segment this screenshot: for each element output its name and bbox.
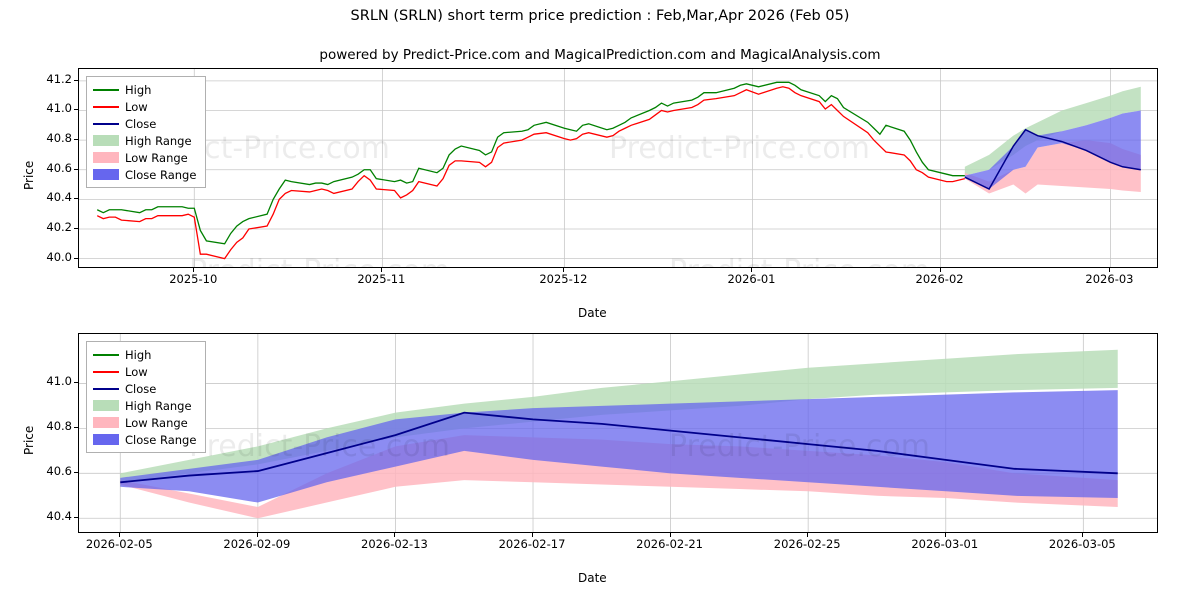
legend-swatch-low-range bbox=[93, 152, 119, 163]
legend-label-close-range: Close Range bbox=[125, 167, 197, 182]
x-tick-mark bbox=[532, 533, 533, 537]
x-tick-label: 2026-01 bbox=[727, 272, 776, 286]
x-tick-mark bbox=[381, 268, 383, 272]
x-tick-mark bbox=[193, 268, 195, 272]
legend-item-close-range: Close Range bbox=[93, 431, 199, 448]
x-tick-label: 2026-02 bbox=[915, 272, 964, 286]
legend-item-low: Low bbox=[93, 363, 199, 380]
page-subtitle: powered by Predict-Price.com and Magical… bbox=[319, 47, 881, 63]
y-tick-label: 41.0 bbox=[46, 374, 72, 389]
x-tick-label: 2025-12 bbox=[539, 272, 588, 286]
x-tick-mark bbox=[1082, 533, 1084, 537]
y-tick-mark bbox=[74, 382, 78, 384]
legend-swatch-close-range bbox=[93, 169, 119, 180]
x-tick-label: 2026-03-01 bbox=[911, 537, 979, 551]
x-tick-label: 2026-02-25 bbox=[773, 537, 841, 551]
legend-item-close: Close bbox=[93, 380, 199, 397]
y-tick-label: 40.6 bbox=[46, 464, 72, 479]
x-tick-mark bbox=[939, 268, 941, 272]
x-tick-label: 2026-02-13 bbox=[361, 537, 428, 551]
page-title: SRLN (SRLN) short term price prediction … bbox=[350, 8, 850, 24]
top-legend: High Low Close High Range Low Range Clos… bbox=[86, 76, 206, 188]
legend-label-low-range: Low Range bbox=[125, 415, 188, 430]
x-tick-label: 2026-02-21 bbox=[636, 537, 703, 551]
legend-label-close: Close bbox=[125, 381, 157, 396]
legend-label-high: High bbox=[125, 347, 152, 362]
x-tick-label: 2025-11 bbox=[357, 272, 406, 286]
legend-swatch-close bbox=[93, 383, 119, 394]
x-tick-mark bbox=[751, 268, 753, 272]
x-tick-label: 2025-10 bbox=[169, 272, 218, 286]
y-tick-label: 41.2 bbox=[46, 71, 72, 86]
y-tick-label: 40.2 bbox=[46, 220, 72, 234]
x-tick-mark bbox=[256, 533, 258, 537]
legend-item-low-range: Low Range bbox=[93, 149, 199, 166]
legend-item-high: High bbox=[93, 346, 199, 363]
y-tick-mark bbox=[74, 257, 78, 259]
legend-label-high-range: High Range bbox=[125, 398, 192, 413]
y-tick-label: 40.8 bbox=[46, 131, 72, 146]
legend-swatch-low-range bbox=[93, 417, 119, 428]
x-tick-label: 2026-02-09 bbox=[223, 537, 291, 551]
legend-item-close: Close bbox=[93, 115, 199, 132]
legend-swatch-high-range bbox=[93, 135, 119, 146]
x-tick-mark bbox=[807, 533, 809, 537]
legend-item-low: Low bbox=[93, 98, 199, 115]
x-tick-mark bbox=[1109, 268, 1111, 272]
legend-swatch-high bbox=[93, 84, 119, 95]
legend-label-close-range: Close Range bbox=[125, 432, 197, 447]
bottom-x-axis-label: Date bbox=[578, 571, 607, 585]
x-tick-label: 2026-03-05 bbox=[1048, 537, 1116, 551]
x-tick-mark bbox=[669, 533, 671, 537]
legend-label-low: Low bbox=[125, 99, 148, 114]
legend-label-high-range: High Range bbox=[125, 133, 192, 148]
bottom-plot-area: Predict-Price.com Predict-Price.com bbox=[78, 333, 1158, 533]
y-tick-label: 41.0 bbox=[46, 101, 72, 116]
x-tick-mark bbox=[944, 533, 946, 537]
y-tick-mark bbox=[74, 228, 78, 229]
x-tick-mark bbox=[563, 268, 565, 272]
legend-item-low-range: Low Range bbox=[93, 414, 199, 431]
y-tick-mark bbox=[74, 109, 78, 111]
legend-item-close-range: Close Range bbox=[93, 166, 199, 183]
top-plot-area: Predict-Price.com Predict-Price.com Pred… bbox=[78, 68, 1158, 268]
y-tick-mark bbox=[74, 517, 78, 519]
bottom-chart-svg bbox=[79, 334, 1157, 532]
x-tick-mark bbox=[394, 533, 396, 537]
x-tick-mark bbox=[119, 533, 121, 537]
y-tick-label: 40.8 bbox=[46, 419, 72, 434]
legend-swatch-low bbox=[93, 101, 119, 112]
legend-label-high: High bbox=[125, 82, 152, 97]
x-tick-label: 2026-03 bbox=[1085, 272, 1134, 286]
legend-label-low: Low bbox=[125, 364, 148, 379]
y-tick-mark bbox=[74, 472, 78, 474]
y-tick-label: 40.6 bbox=[46, 160, 72, 175]
top-x-axis-label: Date bbox=[578, 306, 607, 320]
x-tick-label: 2026-02-05 bbox=[85, 537, 153, 551]
y-tick-label: 40.4 bbox=[46, 509, 72, 524]
legend-item-high-range: High Range bbox=[93, 132, 199, 149]
y-tick-mark bbox=[74, 198, 78, 200]
y-tick-mark bbox=[74, 139, 78, 141]
y-tick-mark bbox=[74, 168, 78, 170]
bottom-legend: High Low Close High Range Low Range Clos… bbox=[86, 341, 206, 453]
y-tick-mark bbox=[74, 79, 78, 81]
y-tick-mark bbox=[74, 427, 78, 429]
legend-label-low-range: Low Range bbox=[125, 150, 188, 165]
y-tick-label: 40.4 bbox=[46, 190, 72, 205]
y-tick-label: 40.0 bbox=[46, 249, 72, 264]
legend-swatch-close-range bbox=[93, 434, 119, 445]
legend-swatch-high bbox=[93, 349, 119, 360]
legend-label-close: Close bbox=[125, 116, 157, 131]
legend-swatch-low bbox=[93, 366, 119, 377]
x-tick-label: 2026-02-17 bbox=[498, 537, 566, 551]
legend-swatch-close bbox=[93, 118, 119, 129]
legend-item-high: High bbox=[93, 81, 199, 98]
legend-item-high-range: High Range bbox=[93, 397, 199, 414]
top-chart-svg bbox=[79, 69, 1157, 267]
legend-swatch-high-range bbox=[93, 400, 119, 411]
